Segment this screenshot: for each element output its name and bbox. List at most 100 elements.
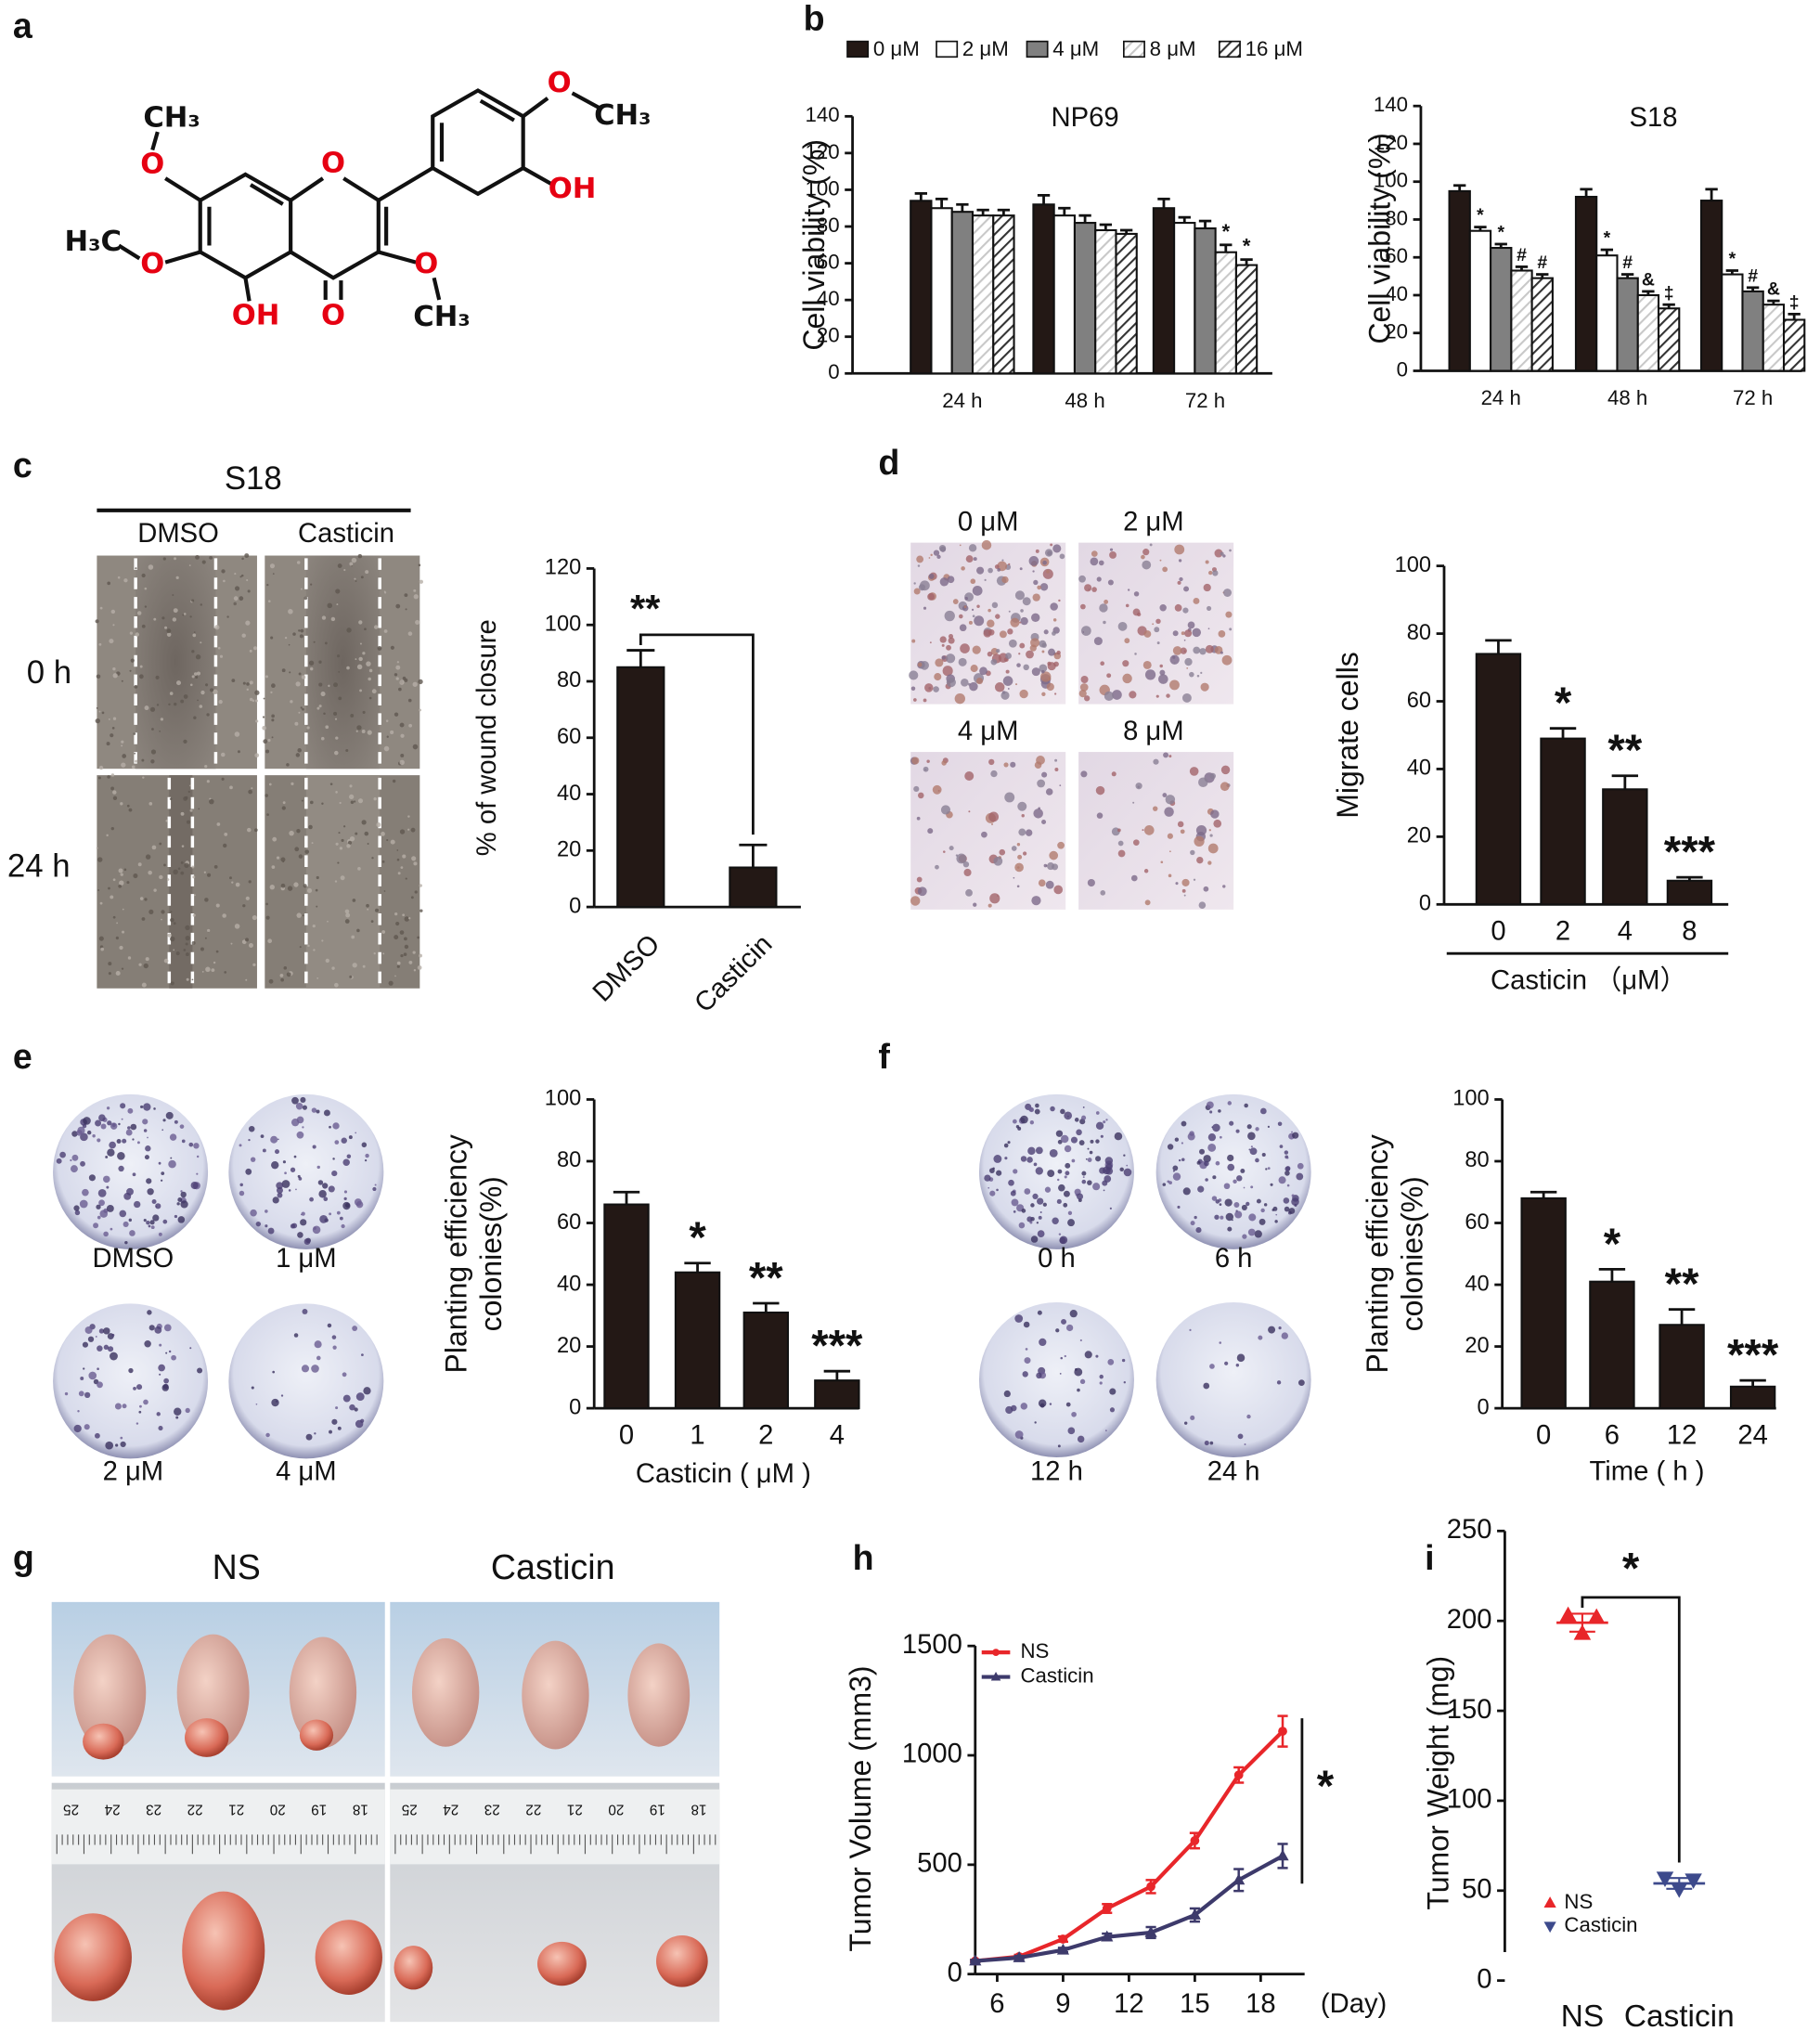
y-tick-label: 250 [1447,1515,1492,1545]
x-tick-label: 72 h [1185,389,1225,412]
texture-dot [1218,1109,1221,1113]
texture-dot [77,1410,80,1413]
texture-dot [1207,1143,1217,1152]
texture-dot [970,578,976,585]
bar [1699,200,1723,372]
texture-dot [946,678,956,688]
texture-dot [970,665,978,673]
texture-dot [394,935,399,940]
texture-dot [1081,1179,1087,1184]
group-label: NS [213,1547,261,1586]
texture-dot [97,857,103,862]
texture-dot [1119,1167,1124,1172]
texture-dot [164,626,168,629]
texture-dot [1258,1335,1263,1340]
texture-dot [110,773,115,777]
bar [1741,290,1764,372]
texture-dot [245,1168,252,1175]
texture-dot [195,676,199,679]
texture-dot [183,613,187,615]
texture-dot [97,1138,101,1143]
texture-dot [71,1131,78,1137]
legend-swatch [1123,40,1145,58]
texture-dot [191,599,195,602]
texture-dot [968,620,973,625]
texture-dot [110,609,116,614]
texture-dot [1082,1176,1085,1179]
texture-dot [222,913,226,918]
texture-dot [263,697,265,700]
texture-dot [234,586,240,591]
y-tick-label: 60 [1407,689,1431,713]
y-axis-label: Cell viability (%) [797,139,831,351]
texture-dot [106,834,109,837]
y-tick-label: 0 [1397,357,1408,381]
texture-dot [1035,1167,1043,1175]
texture-dot [1297,1162,1304,1170]
texture-dot [395,603,401,609]
ruler-number: 24 [443,1801,459,1817]
texture-dot [1249,1147,1258,1156]
texture-dot [407,815,410,818]
texture-dot [392,779,396,783]
texture-dot [142,776,145,779]
texture-dot [246,682,250,686]
texture-dot [1142,549,1150,556]
texture-dot [1134,653,1137,655]
texture-dot [1122,660,1129,667]
texture-dot [958,657,967,666]
texture-dot [131,765,136,770]
texture-dot [1182,1187,1191,1196]
texture-dot [366,903,369,908]
texture-dot [325,958,329,964]
texture-dot [70,1165,78,1173]
y-tick-label: 0 [569,894,581,918]
texture-dot [1172,646,1182,655]
texture-dot [327,602,333,609]
bar [1729,1385,1776,1410]
texture-dot [993,1155,1002,1163]
texture-dot [301,1365,310,1373]
texture-dot [399,679,405,685]
texture-dot [173,922,176,925]
x-tick-label: DMSO [587,929,666,1008]
texture-dot [349,562,354,566]
texture-dot [419,953,422,958]
texture-dot [979,666,987,676]
ruler-number: 18 [691,1801,706,1817]
marker [1190,1836,1200,1845]
texture-dot [1212,1175,1217,1180]
texture-dot [1278,1326,1282,1330]
texture-dot [297,748,302,753]
texture-dot [206,780,210,783]
texture-dot [942,666,953,677]
texture-dot [144,605,148,608]
texture-dot [1142,829,1144,832]
texture-dot [413,589,417,592]
bar [1657,307,1681,372]
texture-dot [180,811,185,816]
texture-dot [987,903,992,908]
texture-dot [356,725,362,731]
texture-dot [107,1148,115,1157]
texture-dot [120,1441,126,1448]
texture-dot [1038,879,1046,887]
texture-dot [267,938,273,944]
texture-dot [284,636,288,640]
legend-swatch [1026,40,1049,58]
texture-dot [997,568,1001,572]
texture-dot [1254,1230,1262,1238]
texture-dot [106,1185,110,1189]
texture-dot [121,679,123,682]
y-tick-label: 100 [1395,553,1431,577]
texture-dot [296,1131,304,1139]
texture-dot [112,796,118,800]
texture-dot [961,679,969,687]
texture-dot [267,738,271,743]
texture-dot [95,1336,97,1338]
texture-dot [71,1154,79,1161]
texture-dot [168,1350,172,1353]
texture-dot [1221,654,1233,666]
texture-dot [1041,642,1047,648]
bar [950,211,975,375]
